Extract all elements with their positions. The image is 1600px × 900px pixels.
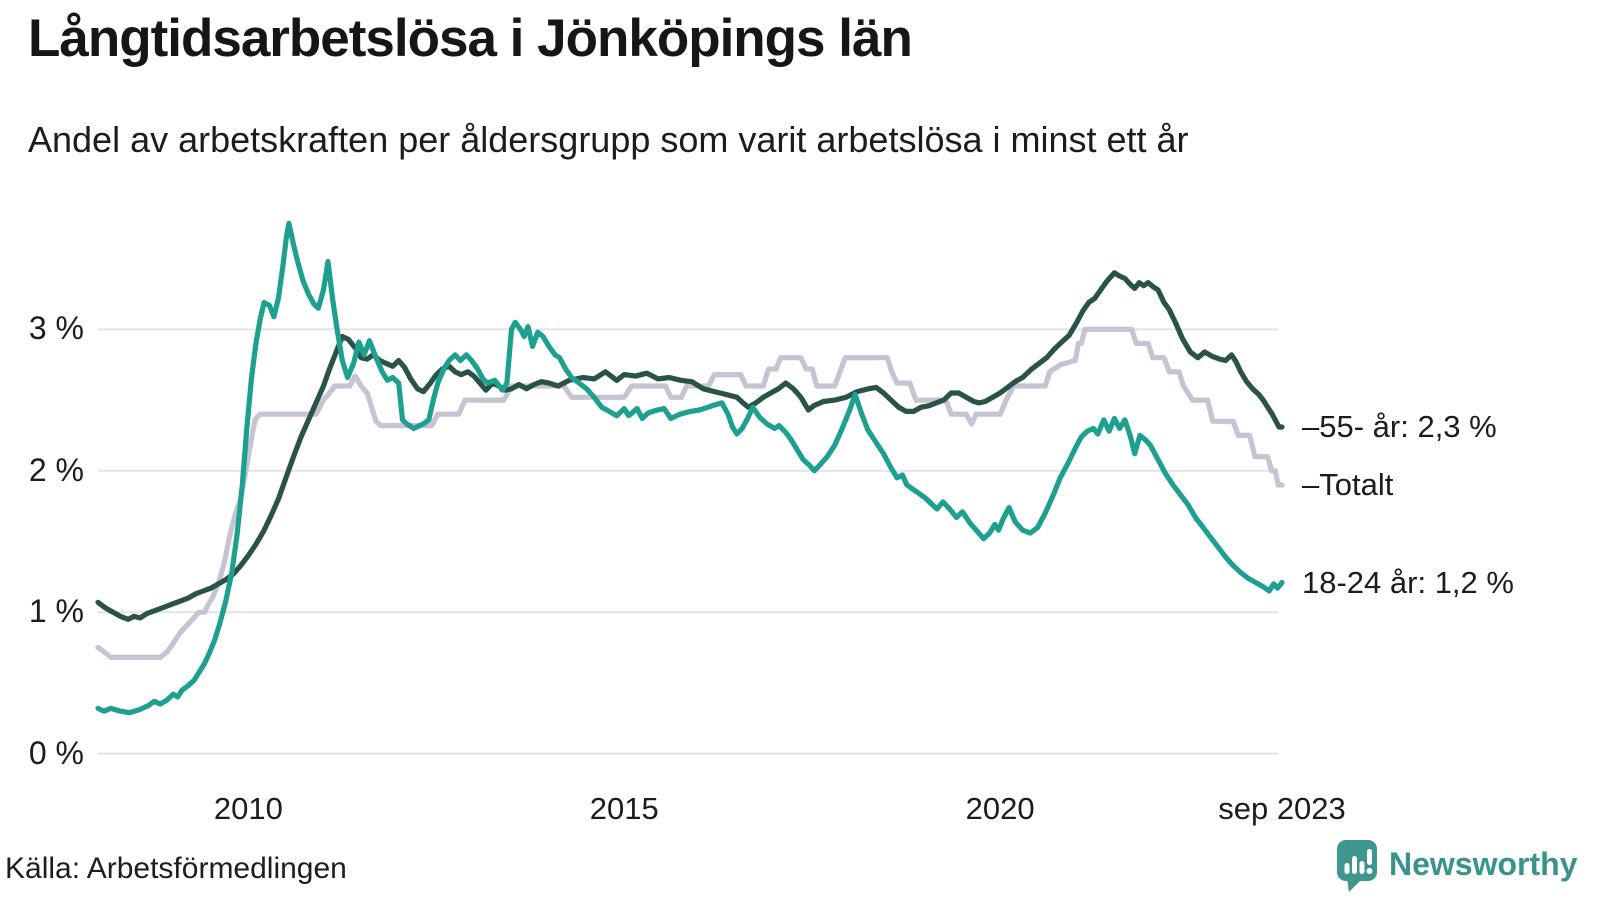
x-axis-tick-label: 2020 <box>965 791 1035 826</box>
y-axis-tick-label: 1 % <box>28 592 84 629</box>
y-axis-tick-label: 0 % <box>28 734 84 771</box>
newsworthy-brand[interactable]: Newsworthy <box>1334 838 1577 893</box>
x-axis-tick-label: sep 2023 <box>1218 791 1346 826</box>
line-totalt <box>95 326 1285 661</box>
source-note: Källa: Arbetsförmedlingen <box>5 852 347 885</box>
y-axis-tick-label: 2 % <box>28 451 84 488</box>
chart-subtitle: Andel av arbetskraften per åldersgrupp s… <box>28 119 1189 160</box>
x-axis-tick-label: 2015 <box>589 791 659 826</box>
series-label-55-ar: –55- år: 2,3 % <box>1302 408 1497 444</box>
series-label-18-24-ar: 18-24 år: 1,2 % <box>1302 564 1514 600</box>
line-55-ar <box>95 270 1285 622</box>
y-axis-tick-label: 3 % <box>28 310 84 347</box>
x-axis-tick-label: 2010 <box>213 791 283 826</box>
newsworthy-logo-icon <box>1334 838 1380 893</box>
series-label-totalt: –Totalt <box>1302 466 1394 502</box>
brand-name: Newsworthy <box>1389 846 1578 882</box>
line-18-24-ar <box>95 220 1285 716</box>
chart-title: Långtidsarbetslösa i Jönköpings län <box>28 9 913 68</box>
